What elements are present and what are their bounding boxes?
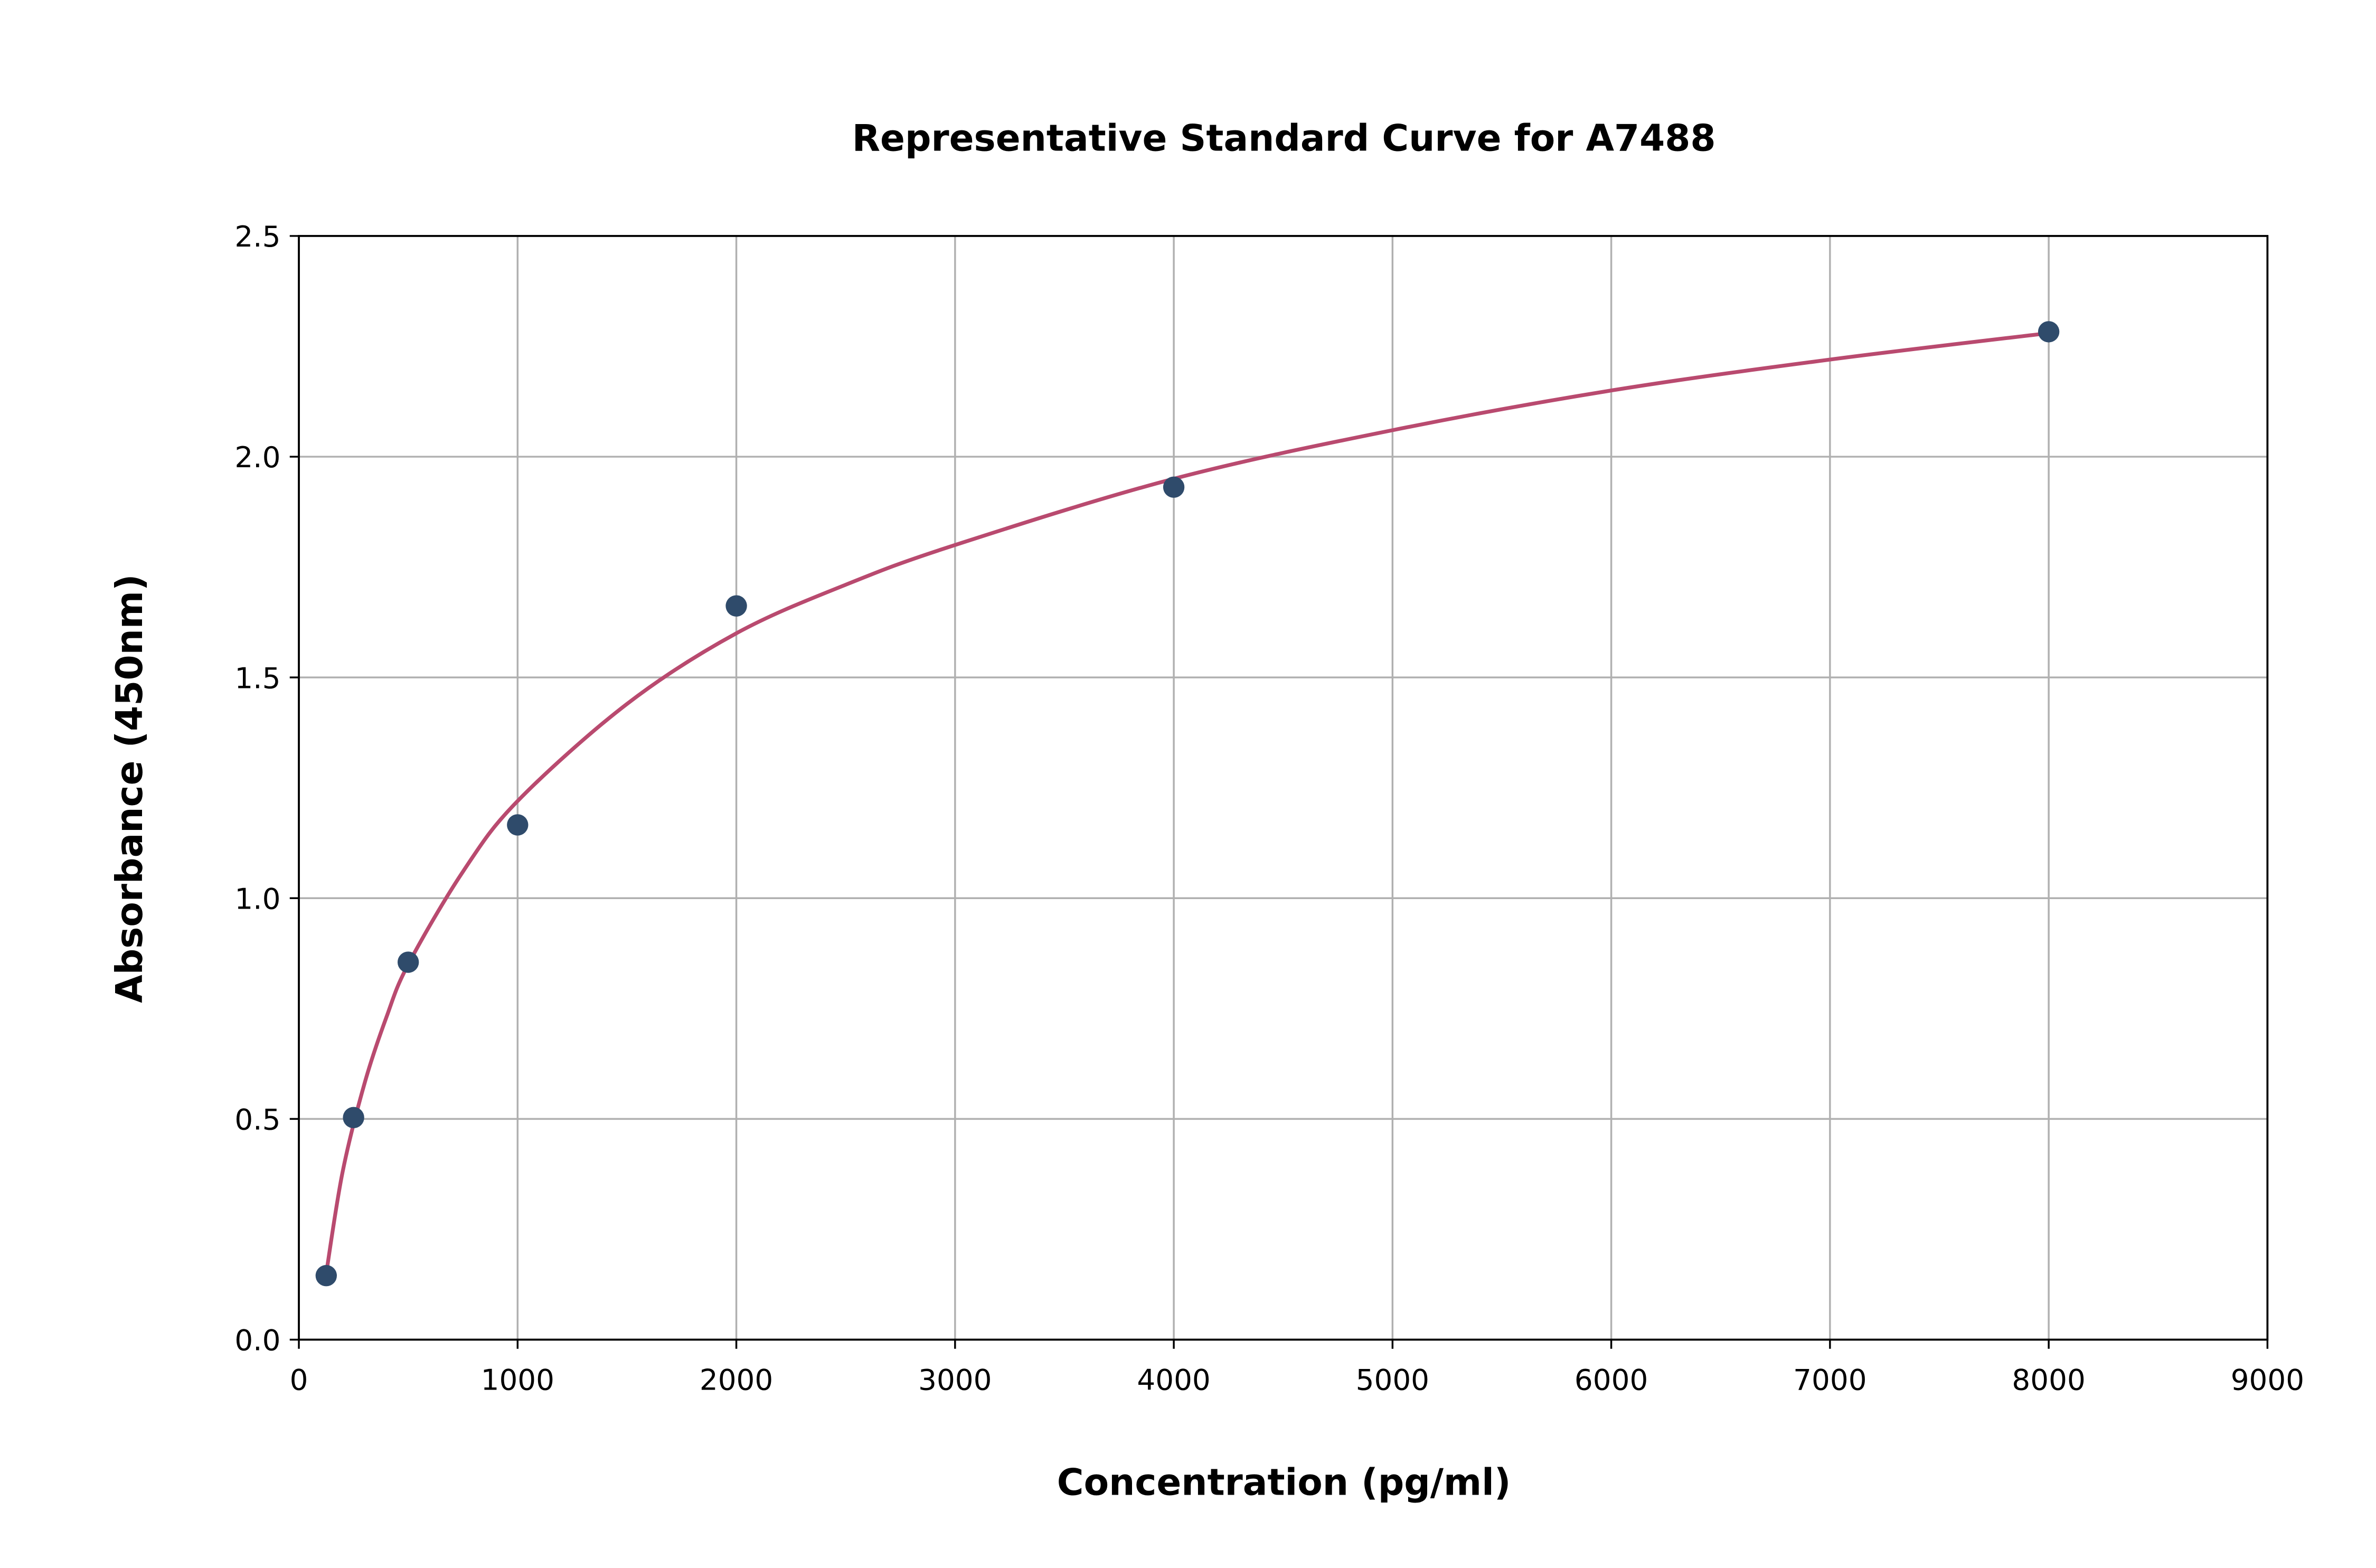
data-point bbox=[397, 951, 419, 973]
y-tick-label: 0.0 bbox=[234, 1324, 280, 1357]
x-axis-ticks: 0 1000 2000 3000 4000 5000 6000 7000 8000 9000 bbox=[290, 1339, 2304, 1397]
data-point bbox=[2038, 321, 2060, 343]
data-points bbox=[315, 321, 2060, 1287]
y-tick-label: 2.5 bbox=[234, 220, 280, 253]
x-tick-label: 8000 bbox=[2012, 1363, 2085, 1397]
fit-curve bbox=[324, 331, 2049, 1274]
x-tick-label: 2000 bbox=[700, 1363, 773, 1397]
data-point bbox=[725, 595, 747, 617]
y-tick-label: 1.5 bbox=[234, 661, 280, 695]
y-tick-label: 0.5 bbox=[234, 1103, 280, 1137]
data-point bbox=[343, 1107, 364, 1129]
y-axis-label: Absorbance (450nm) bbox=[109, 574, 151, 1003]
x-tick-label: 7000 bbox=[1793, 1363, 1866, 1397]
data-point bbox=[1163, 476, 1185, 498]
x-tick-label: 9000 bbox=[2231, 1363, 2304, 1397]
chart-title: Representative Standard Curve for A7488 bbox=[852, 117, 1716, 159]
x-tick-label: 3000 bbox=[918, 1363, 992, 1397]
x-axis-label: Concentration (pg/ml) bbox=[1057, 1462, 1511, 1504]
x-tick-label: 4000 bbox=[1137, 1363, 1210, 1397]
x-tick-label: 0 bbox=[290, 1363, 308, 1397]
x-tick-label: 1000 bbox=[481, 1363, 554, 1397]
data-point bbox=[315, 1265, 337, 1287]
y-tick-label: 2.0 bbox=[234, 440, 280, 474]
grid bbox=[298, 235, 2269, 1341]
y-axis-ticks: 0.0 0.5 1.0 1.5 2.0 2.5 bbox=[234, 220, 299, 1357]
x-tick-label: 6000 bbox=[1574, 1363, 1648, 1397]
y-tick-label: 1.0 bbox=[234, 882, 280, 915]
data-point bbox=[507, 814, 529, 836]
plot-frame bbox=[298, 235, 2269, 1341]
x-tick-label: 5000 bbox=[1356, 1363, 1429, 1397]
